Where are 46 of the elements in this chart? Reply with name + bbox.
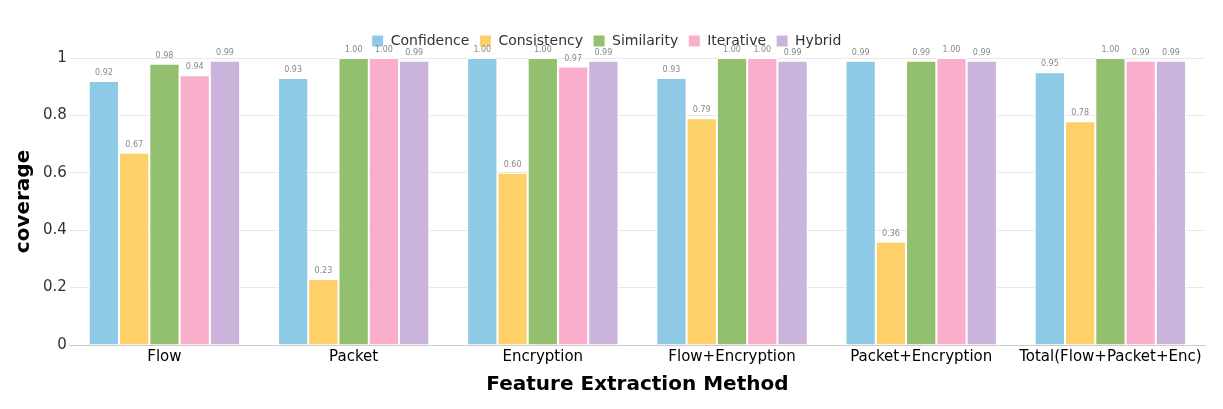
- y-tick-label: 1: [57, 47, 67, 66]
- x-tick-label: Packet+Encryption: [850, 346, 993, 365]
- data-label: 0.60: [503, 159, 522, 169]
- y-tick-label: 0: [57, 334, 67, 353]
- data-label: 0.99: [405, 47, 424, 57]
- data-label: 0.78: [1071, 108, 1090, 118]
- data-label: 0.99: [594, 47, 613, 57]
- data-label: 0.95: [1040, 59, 1059, 69]
- x-axis-title: Feature Extraction Method: [486, 371, 789, 396]
- data-label: 0.93: [284, 65, 303, 75]
- data-label: 1.00: [473, 45, 492, 55]
- data-label: 1.00: [753, 45, 772, 55]
- x-tick-label: Encryption: [502, 346, 584, 365]
- data-label: 1.00: [723, 45, 741, 55]
- legend-label: Similarity: [612, 31, 679, 48]
- data-label: 1.00: [375, 45, 393, 55]
- x-tick-label: Packet: [329, 346, 379, 365]
- data-label: 0.99: [912, 47, 931, 57]
- data-label: 1.00: [942, 45, 961, 55]
- data-label: 0.23: [314, 266, 333, 276]
- x-tick-label: Total(Flow+Packet+Enc): [1018, 346, 1202, 365]
- y-tick-label: 0.4: [43, 220, 67, 239]
- y-axis-title: coverage: [10, 149, 35, 254]
- data-label: 0.93: [662, 65, 681, 75]
- y-tick-label: 0.8: [43, 105, 67, 124]
- legend-label: Hybrid: [795, 31, 842, 48]
- data-label: 0.99: [1131, 47, 1150, 57]
- data-label: 0.99: [216, 47, 234, 57]
- data-label: 1.00: [344, 45, 363, 55]
- x-tick-label: Flow: [147, 346, 182, 365]
- data-label: 0.67: [125, 139, 144, 149]
- data-label: 0.36: [882, 228, 900, 238]
- data-label: 0.97: [564, 53, 583, 63]
- data-label: 0.98: [155, 50, 174, 60]
- legend-label: Confidence: [390, 31, 470, 48]
- data-label: 0.92: [95, 68, 113, 78]
- data-label: 0.94: [185, 62, 204, 72]
- y-tick-label: 0.2: [43, 277, 67, 296]
- data-label: 0.99: [851, 47, 870, 57]
- x-tick-label: Flow+Encryption: [668, 346, 796, 365]
- data-label: 0.99: [783, 47, 802, 57]
- y-tick-label: 0.6: [43, 162, 67, 181]
- data-label: 0.79: [692, 105, 711, 115]
- data-label: 0.99: [972, 47, 991, 57]
- data-label: 1.00: [1101, 45, 1120, 55]
- data-label: 0.99: [1162, 47, 1180, 57]
